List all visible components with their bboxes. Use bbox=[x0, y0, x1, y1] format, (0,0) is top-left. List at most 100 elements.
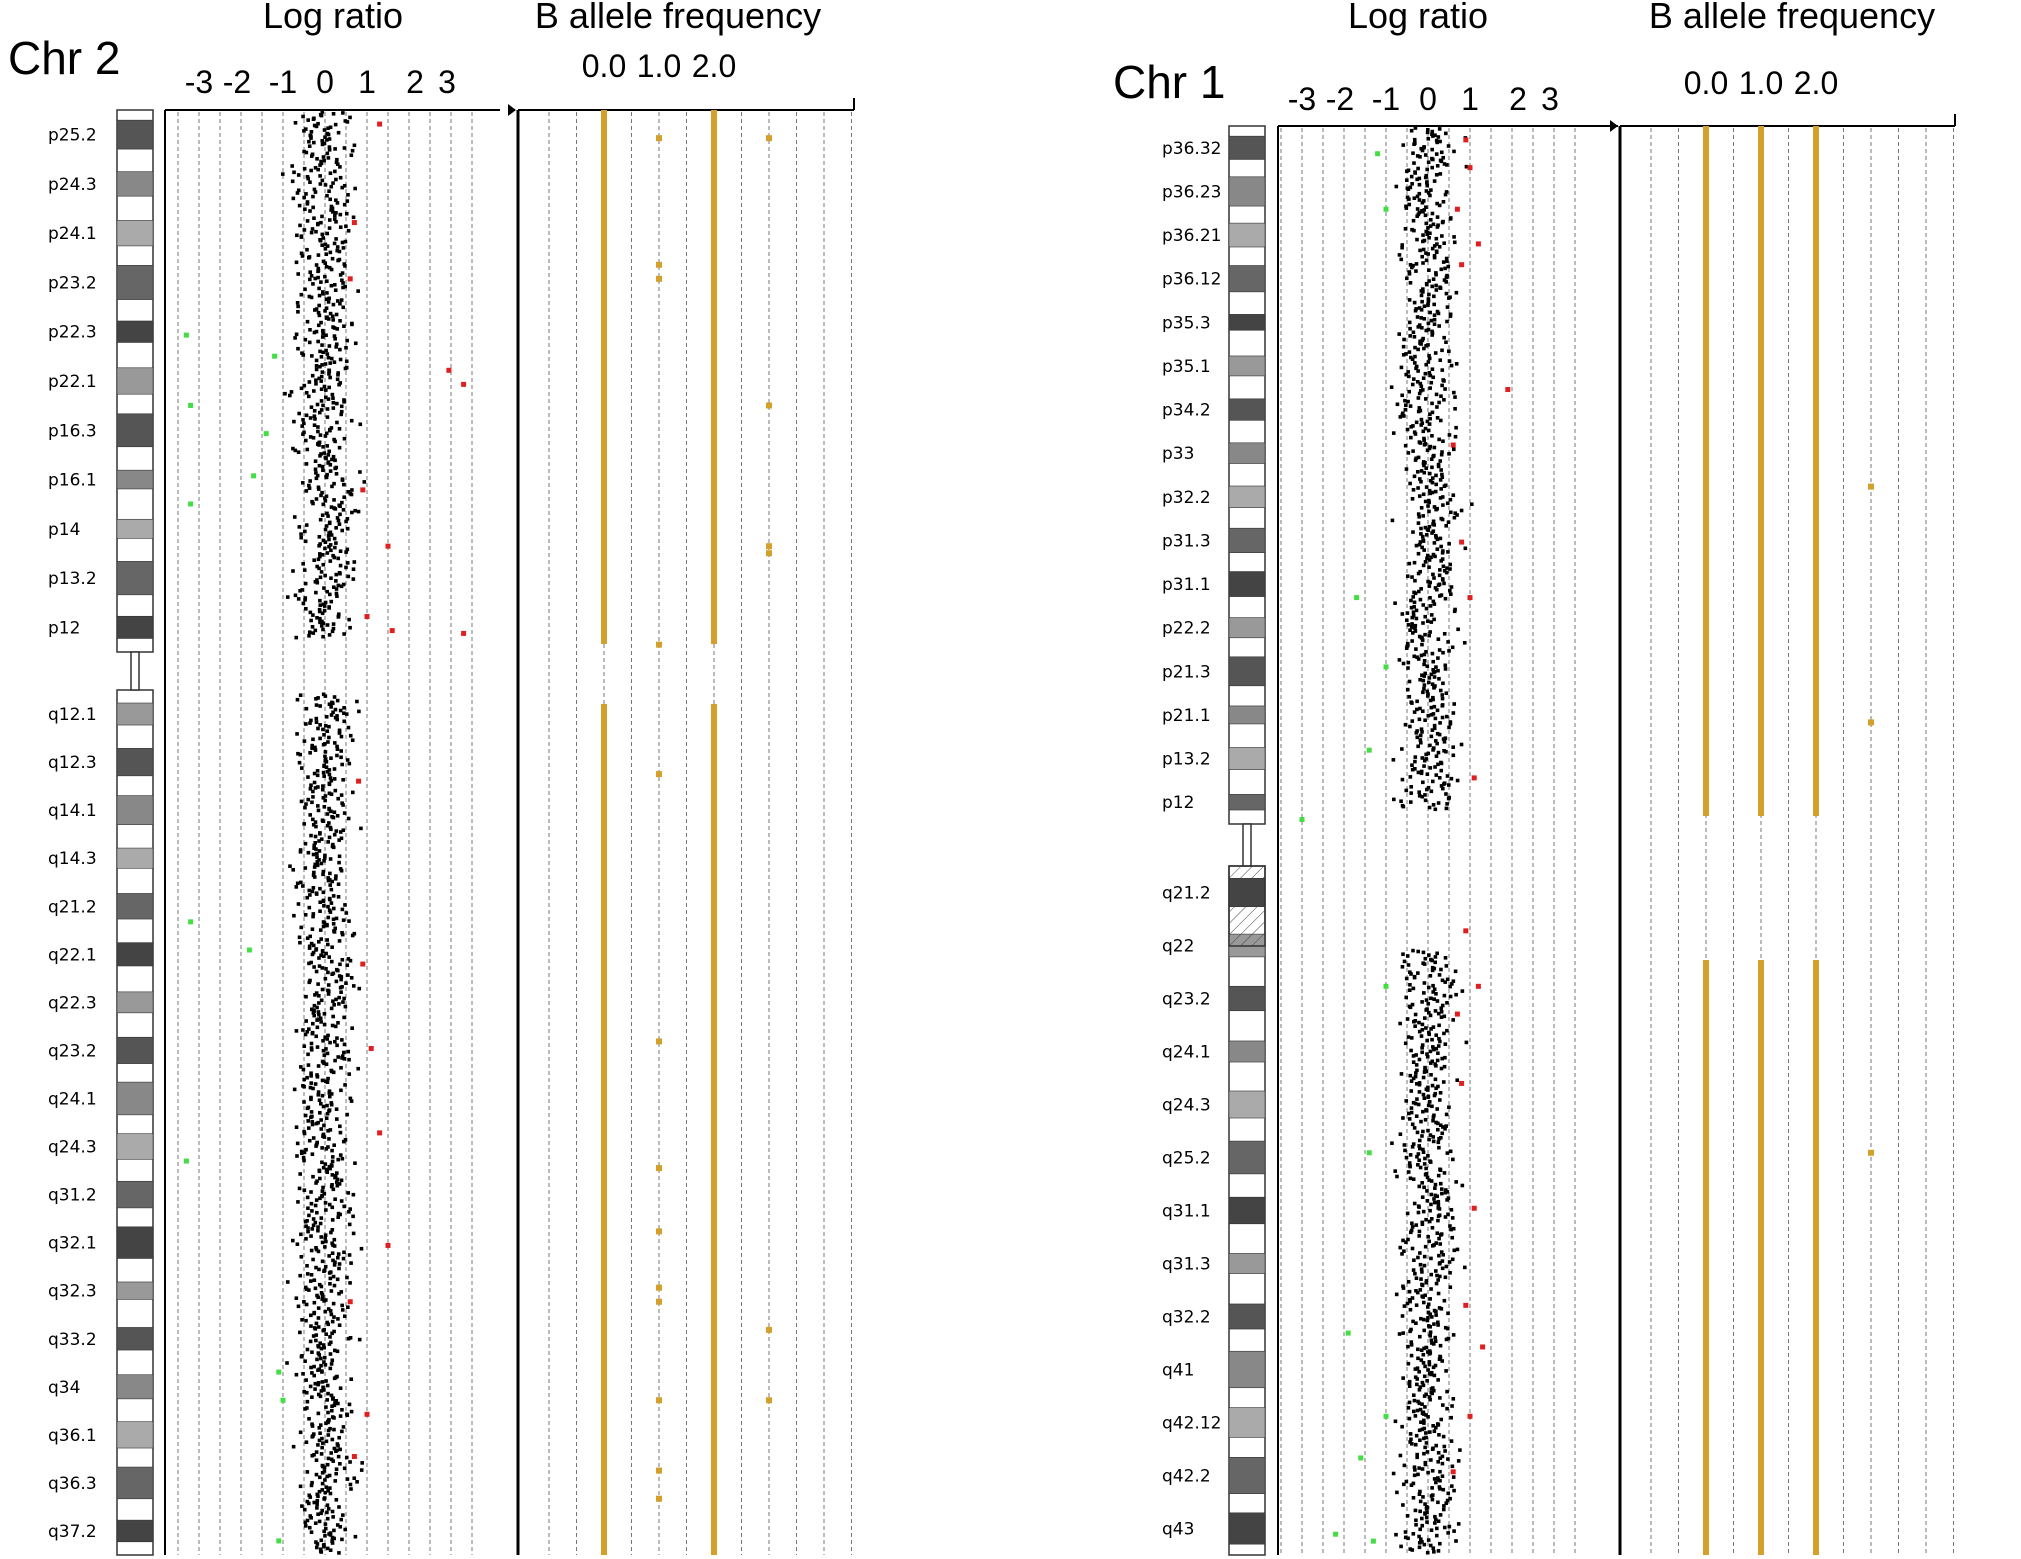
logratio-point bbox=[306, 1206, 310, 1210]
logratio-point bbox=[344, 224, 348, 229]
logratio-point bbox=[1439, 394, 1443, 398]
logratio-point bbox=[340, 271, 345, 275]
baf-het-point bbox=[656, 1495, 662, 1502]
logratio-point bbox=[332, 334, 337, 338]
logratio-point bbox=[1403, 722, 1408, 727]
logratio-point bbox=[318, 1394, 323, 1399]
logratio-point bbox=[1412, 975, 1417, 980]
logratio-point bbox=[300, 254, 305, 258]
baf-title: B allele frequency bbox=[1649, 0, 1935, 36]
logratio-point bbox=[302, 195, 306, 200]
logratio-point bbox=[312, 1278, 317, 1282]
logratio-point bbox=[333, 507, 338, 511]
logratio-point bbox=[345, 758, 350, 762]
logratio-point bbox=[349, 418, 354, 423]
logratio-point bbox=[1414, 1321, 1418, 1325]
logratio-point bbox=[312, 187, 317, 192]
band-label: q21.2 bbox=[1162, 884, 1211, 904]
logratio-point bbox=[296, 902, 301, 906]
logratio-point bbox=[318, 832, 322, 836]
logratio-point bbox=[302, 1390, 306, 1394]
logratio-point bbox=[295, 697, 300, 702]
logratio-point bbox=[1411, 986, 1416, 991]
band-label: p35.3 bbox=[1162, 313, 1211, 333]
logratio-point bbox=[1430, 211, 1435, 216]
logratio-point bbox=[1407, 202, 1412, 207]
logratio-point bbox=[316, 1411, 321, 1416]
logratio-point bbox=[313, 1286, 318, 1291]
logratio-point bbox=[1400, 777, 1405, 782]
logratio-point bbox=[292, 515, 297, 519]
logratio-point bbox=[359, 1468, 364, 1472]
logratio-point bbox=[334, 472, 339, 476]
logratio-point bbox=[319, 493, 323, 498]
logratio-point bbox=[305, 1470, 310, 1474]
logratio-point bbox=[1427, 633, 1431, 638]
logratio-point bbox=[331, 318, 335, 322]
logratio-point bbox=[1441, 564, 1446, 569]
logratio-point bbox=[333, 1039, 337, 1044]
logratio-point bbox=[335, 401, 339, 406]
logratio-point bbox=[1436, 1320, 1440, 1325]
logratio-point bbox=[1411, 1142, 1416, 1146]
logratio-point bbox=[302, 568, 307, 572]
logratio-point bbox=[1435, 140, 1439, 145]
logratio-point bbox=[1417, 406, 1422, 410]
logratio-point bbox=[1415, 380, 1420, 384]
logratio-point bbox=[337, 1323, 342, 1327]
logratio-point bbox=[291, 868, 296, 872]
logratio-point bbox=[305, 202, 310, 206]
logratio-point bbox=[327, 385, 332, 390]
logratio-point bbox=[1398, 1453, 1403, 1458]
logratio-point bbox=[327, 369, 332, 373]
idiogram-band bbox=[116, 1519, 154, 1543]
logratio-point bbox=[340, 478, 345, 482]
logratio-point bbox=[1404, 352, 1408, 356]
logratio-point bbox=[1440, 220, 1445, 225]
logratio-point bbox=[1414, 1063, 1419, 1067]
logratio-point bbox=[326, 942, 330, 947]
logratio-point bbox=[318, 620, 322, 625]
logratio-point bbox=[1410, 182, 1414, 186]
logratio-point bbox=[323, 1236, 328, 1240]
logratio-point bbox=[1395, 402, 1400, 407]
logratio-point bbox=[320, 178, 325, 183]
logratio-point bbox=[307, 1417, 311, 1421]
logratio-point bbox=[1419, 469, 1424, 473]
logratio-point bbox=[1447, 452, 1451, 456]
logratio-point bbox=[322, 1465, 327, 1470]
logratio-point bbox=[324, 1116, 329, 1120]
logratio-point bbox=[1417, 182, 1422, 187]
logratio-point bbox=[1430, 434, 1434, 438]
logratio-point bbox=[332, 1427, 336, 1432]
logratio-point bbox=[1441, 1434, 1446, 1439]
chromosome-label: Chr 2 bbox=[8, 32, 120, 84]
idiogram-band bbox=[1228, 1512, 1266, 1545]
logratio-point bbox=[1439, 1307, 1444, 1311]
logratio-point bbox=[342, 324, 346, 328]
logratio-point bbox=[1426, 1001, 1431, 1006]
logratio-point bbox=[299, 766, 304, 770]
logratio-point bbox=[299, 799, 304, 804]
logratio-point bbox=[305, 1030, 310, 1034]
logratio-loss-point bbox=[1383, 983, 1389, 989]
logratio-point bbox=[1413, 1024, 1417, 1028]
logratio-point bbox=[322, 1529, 326, 1534]
logratio-point bbox=[313, 1082, 318, 1086]
logratio-point bbox=[316, 726, 320, 731]
logratio-point bbox=[342, 711, 346, 715]
logratio-point bbox=[1410, 227, 1414, 232]
logratio-point bbox=[328, 883, 332, 887]
logratio-point bbox=[316, 121, 320, 126]
logratio-point bbox=[1433, 739, 1438, 743]
logratio-point bbox=[348, 1281, 352, 1285]
logratio-point bbox=[314, 892, 319, 896]
logratio-point bbox=[1419, 293, 1424, 298]
logratio-point bbox=[1422, 304, 1427, 308]
logratio-point bbox=[1440, 450, 1444, 454]
logratio-gain-point bbox=[377, 121, 383, 127]
idiogram-band bbox=[1228, 1457, 1266, 1494]
logratio-point bbox=[340, 185, 345, 190]
logratio-point bbox=[316, 425, 320, 429]
logratio-point bbox=[1433, 586, 1438, 590]
